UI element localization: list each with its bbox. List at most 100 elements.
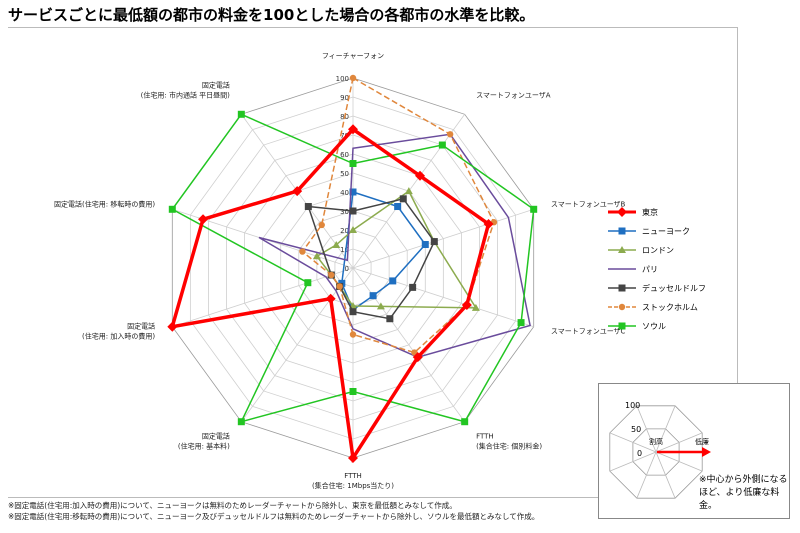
series-4-line [307, 197, 436, 320]
series-2-point [404, 187, 413, 195]
legend-label-3: パリ [642, 265, 658, 274]
radial-tick-label: 90 [340, 94, 349, 102]
series-4-point [399, 195, 407, 203]
guide-spoke [636, 451, 657, 499]
series-6-point [349, 388, 357, 395]
guide-arrow-head [702, 447, 711, 457]
axis-label-8: 固定電話(住宅用: 移転時の費用) [54, 199, 155, 208]
guide-ring [609, 405, 703, 499]
series-6-point [168, 205, 176, 213]
guide-expensive-label: 割高 [649, 437, 663, 446]
series-5-point [318, 221, 325, 229]
series-0-point [198, 214, 209, 225]
series-6-point [237, 418, 245, 426]
axis-label-4: (集合住宅: 個別料金) [476, 442, 542, 451]
radial-tick-label: 10 [340, 246, 349, 254]
radial-tick-label: 0 [345, 265, 349, 273]
legend-2-point [618, 246, 626, 253]
series-1-point [421, 241, 429, 249]
series-0-point [412, 352, 423, 363]
frame-right-line [737, 27, 738, 383]
reading-guide-box: 100 50 0 割高 低廉 ※中心から外側になるほど、より低廉な料金。 [598, 383, 790, 519]
axis-label-1: スマートフォンユーザA [476, 91, 551, 99]
series-1-point [389, 277, 397, 285]
guide-spoke [655, 451, 703, 472]
series-0-point [483, 218, 494, 229]
series-2-point [332, 240, 341, 248]
series-4-point [430, 238, 438, 246]
grid-spoke [172, 267, 354, 328]
guide-cheap-label: 低廉 [695, 437, 709, 446]
frame-top-line [8, 27, 738, 28]
series-1-point [349, 188, 357, 196]
series-5-point [336, 283, 343, 290]
series-6-point [517, 319, 525, 327]
series-1-point [369, 292, 377, 300]
series-4-point [386, 315, 394, 323]
series-1-line [341, 191, 427, 311]
axis-label-7: (住宅用: 加入時の費用) [82, 332, 155, 341]
reading-guide-diagram: 100 50 0 割高 低廉 [609, 401, 711, 499]
series-5-point [349, 331, 357, 338]
legend-6-point [618, 322, 626, 330]
series-0-point [167, 321, 178, 332]
guide-spoke [655, 405, 676, 453]
footnote-2: ※固定電話(住宅用:移転時の費用)について、ニューヨーク及びデュッセルドルフは無… [8, 512, 540, 521]
frame-bottom-line [8, 497, 598, 498]
axis-label-5: FTTH [344, 472, 362, 480]
series-4-point [304, 203, 312, 211]
series-0-point [348, 453, 358, 463]
series-5-point [446, 131, 454, 138]
axis-label-0: フィーチャーフォン [322, 52, 384, 60]
series-3-line [258, 133, 531, 358]
series-6-point [237, 110, 245, 118]
legend-0-point [617, 207, 627, 217]
grid-spoke [352, 267, 534, 328]
guide-spoke [609, 432, 657, 453]
series-0-point [292, 186, 303, 197]
grid-spoke [352, 267, 466, 422]
legend-label-4: デュッセルドルフ [642, 283, 706, 293]
legend-label-2: ロンドン [642, 246, 674, 255]
footnotes: ※固定電話(住宅用:加入時の費用)について、ニューヨークは無料のためレーダーチャ… [8, 500, 539, 522]
radial-tick-label: 40 [340, 189, 349, 197]
grid-spoke [240, 267, 354, 422]
legend-label-1: ニューヨーク [642, 227, 690, 236]
radial-tick-label: 100 [336, 75, 349, 83]
legend-label-6: ソウル [642, 322, 666, 331]
series-6-point [438, 141, 446, 149]
series-6-point [530, 205, 538, 213]
series-2-point [349, 226, 357, 233]
series-5-point [299, 248, 306, 255]
series-0-point [348, 124, 358, 135]
series-0-line [169, 126, 491, 463]
series-6-point [349, 160, 357, 167]
series-6-point [461, 418, 469, 426]
radial-tick-label: 50 [340, 170, 349, 178]
series-4-point [349, 207, 357, 215]
series-5-point [328, 271, 335, 279]
guide-grid [609, 405, 703, 499]
series-0-point [325, 293, 336, 304]
radar-series [167, 74, 538, 463]
axis-label-9: (住宅用: 市内通話 平日昼間) [141, 90, 231, 99]
series-1-point [394, 203, 402, 211]
radial-tick-label: 30 [340, 208, 349, 216]
legend-1-point [618, 227, 626, 235]
axis-label-7: 固定電話 [127, 322, 155, 331]
guide-tick-0: 0 [637, 449, 642, 458]
radial-tick-label: 20 [340, 227, 349, 235]
legend-4-point [618, 284, 626, 292]
axis-label-5: (集合住宅: 1Mbps当たり) [312, 481, 394, 490]
axis-label-6: (住宅用: 基本料) [178, 442, 230, 451]
legend-5-point [618, 303, 626, 311]
axis-label-9: 固定電話 [202, 80, 230, 89]
guide-tick-100: 100 [625, 401, 640, 410]
grid-spoke [352, 208, 534, 269]
series-2-point [471, 303, 480, 311]
series-2-point [376, 302, 385, 310]
series-4-point [409, 283, 417, 291]
radial-tick-label: 70 [340, 132, 349, 140]
